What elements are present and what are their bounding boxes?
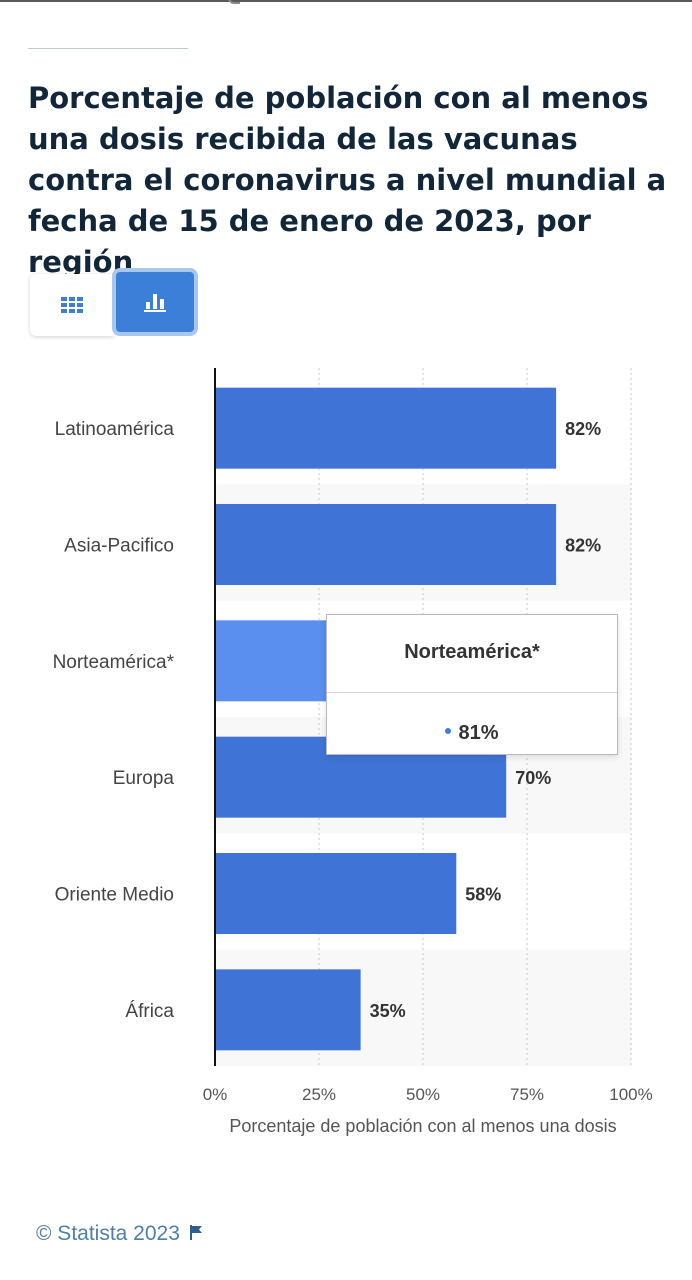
x-tick-label: 25% (302, 1085, 336, 1104)
table-view-button[interactable] (30, 274, 114, 336)
bar (215, 504, 557, 585)
x-tick-label: 0% (203, 1085, 228, 1104)
tooltip-value: 81% (458, 722, 499, 744)
category-label: Latinoamérica (55, 419, 175, 440)
bar (215, 387, 557, 469)
divider (28, 48, 188, 49)
flag-icon[interactable] (189, 1222, 203, 1246)
value-label: 35% (370, 1001, 406, 1021)
x-tick-label: 75% (510, 1085, 544, 1104)
x-tick-label: 100% (609, 1085, 652, 1104)
copyright-link[interactable]: © Statista 2023 (36, 1222, 180, 1245)
footer: © Statista 2023 (36, 1222, 203, 1246)
tooltip: Norteamérica* 81% (326, 614, 618, 755)
value-label: 58% (465, 885, 501, 905)
view-toggle (30, 268, 202, 338)
page-title: Porcentaje de población con al menos una… (28, 81, 667, 279)
series-dot-icon (445, 727, 452, 734)
tooltip-title: Norteamérica* (404, 641, 540, 663)
bar (215, 969, 361, 1051)
category-label: Oriente Medio (55, 885, 174, 906)
chart-view-button[interactable] (112, 268, 198, 336)
category-label: Norteamérica* (53, 652, 175, 673)
top-border (0, 0, 692, 2)
category-label: África (125, 1001, 174, 1022)
x-tick-label: 50% (406, 1085, 440, 1104)
bar (215, 853, 457, 934)
x-axis-label: Porcentaje de población con al menos una… (229, 1116, 616, 1136)
bar-chart: Latinoamérica 82% Asia-Pacifico 82% Norteamé… (53, 368, 653, 1136)
tooltip-value-row: 81% (327, 722, 617, 745)
value-label: 82% (565, 536, 601, 556)
value-label: 70% (515, 768, 551, 788)
grid-icon (61, 297, 83, 313)
clipped-content (228, 0, 240, 4)
category-label: Asia-Pacifico (64, 536, 174, 557)
value-label: 82% (565, 419, 601, 439)
category-label: Europa (113, 768, 175, 789)
bar-chart-icon (144, 294, 166, 312)
tooltip-separator (327, 692, 617, 693)
